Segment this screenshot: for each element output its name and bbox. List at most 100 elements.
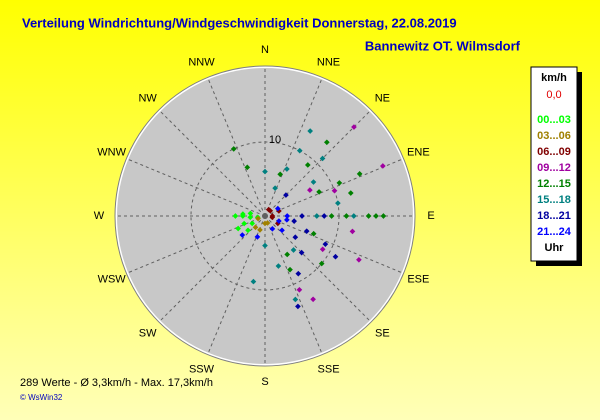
direction-label: ENE <box>407 146 430 158</box>
wind-point <box>284 217 290 223</box>
wind-point <box>279 227 285 234</box>
legend-unit: Uhr <box>545 242 565 254</box>
wind-point <box>244 164 251 171</box>
wind-point <box>241 220 247 227</box>
spoke <box>264 215 323 353</box>
wind-point <box>265 206 272 213</box>
legend-label: 12...15 <box>537 178 571 190</box>
legend-box <box>530 66 578 262</box>
direction-label: W <box>94 210 105 222</box>
legend-label: 06...09 <box>537 146 571 158</box>
spoke <box>264 79 323 217</box>
wind-point <box>249 220 256 227</box>
wind-point <box>373 213 379 219</box>
legend-label: 15...18 <box>537 194 571 206</box>
wind-point <box>247 214 254 221</box>
wind-point <box>296 286 303 293</box>
wind-point <box>283 192 289 198</box>
wind-point <box>296 147 303 154</box>
r-tick-label: 10 <box>269 134 281 146</box>
direction-label: SE <box>375 327 390 339</box>
wind-point <box>336 180 343 186</box>
wind-point <box>276 218 282 224</box>
legend-label: 09...12 <box>537 162 571 174</box>
wind-point <box>277 171 284 178</box>
wind-point <box>331 187 338 194</box>
wind-point <box>299 213 305 219</box>
legend-calm: 0,0 <box>546 89 561 101</box>
spoke <box>128 158 266 217</box>
wind-point <box>318 260 325 267</box>
direction-label: NE <box>375 93 390 105</box>
direction-label: E <box>427 210 434 222</box>
wind-point <box>324 139 330 146</box>
wind-point <box>316 189 322 195</box>
legend-label: 00...03 <box>537 114 571 126</box>
wind-point <box>269 225 276 232</box>
spoke <box>264 215 371 322</box>
wind-point <box>328 213 335 219</box>
wind-point <box>347 190 354 196</box>
wind-point <box>356 171 363 177</box>
wind-point <box>310 179 317 185</box>
wind-point <box>332 253 339 260</box>
wind-point <box>292 234 299 241</box>
legend-label: 03...06 <box>537 130 571 142</box>
chart-subtitle: Bannewitz OT. Wilmsdorf <box>365 38 521 53</box>
spoke <box>264 215 402 274</box>
wind-point <box>356 256 362 263</box>
direction-label: SSW <box>189 363 215 375</box>
wind-point <box>307 128 313 134</box>
wind-point <box>295 303 301 310</box>
wind-point <box>303 228 310 235</box>
wind-point <box>321 213 328 219</box>
footer: 289 Werte - Ø 3,3km/h - Max. 17,3km/h <box>20 377 213 389</box>
wind-point <box>298 249 305 256</box>
wind-point <box>274 205 281 212</box>
wind-point <box>310 296 316 303</box>
wind-point <box>365 213 372 219</box>
wind-point <box>230 146 237 152</box>
wind-point <box>247 210 254 217</box>
wind-point <box>245 227 251 234</box>
direction-label: NNE <box>317 57 340 69</box>
wind-point <box>284 251 291 258</box>
wind-point <box>322 241 329 247</box>
wind-point <box>264 220 271 226</box>
direction-label: NNW <box>188 57 215 69</box>
direction-label: N <box>261 44 269 56</box>
wind-point <box>319 246 326 253</box>
legend-title: km/h <box>541 72 567 84</box>
direction-label: SW <box>139 327 157 339</box>
direction-label: WSW <box>98 273 127 285</box>
wind-point <box>295 270 302 277</box>
wind-point <box>275 263 282 269</box>
wind-point <box>257 227 263 233</box>
direction-label: SSE <box>318 363 340 375</box>
wind-point <box>232 213 239 219</box>
wind-point <box>349 228 356 235</box>
wind-point <box>351 124 357 130</box>
wind-point <box>335 200 341 206</box>
wind-point <box>235 225 242 232</box>
direction-label: S <box>261 376 268 388</box>
legend-label: 21...24 <box>537 226 572 238</box>
wind-point <box>307 187 313 193</box>
chart-title: Verteilung Windrichtung/Windgeschwindigk… <box>22 15 457 30</box>
wind-point <box>250 278 257 285</box>
wind-point <box>380 163 386 169</box>
wind-point <box>262 168 268 175</box>
wind-point <box>284 213 291 219</box>
grid-ring <box>190 141 340 291</box>
wind-point <box>290 247 297 253</box>
wind-point <box>287 266 293 273</box>
wind-point <box>291 218 297 224</box>
spoke <box>264 110 371 217</box>
wind-point <box>304 162 311 168</box>
direction-label: WNW <box>97 146 126 158</box>
direction-label: ESE <box>407 273 429 285</box>
wind-point <box>252 224 259 231</box>
wind-point <box>310 230 317 237</box>
